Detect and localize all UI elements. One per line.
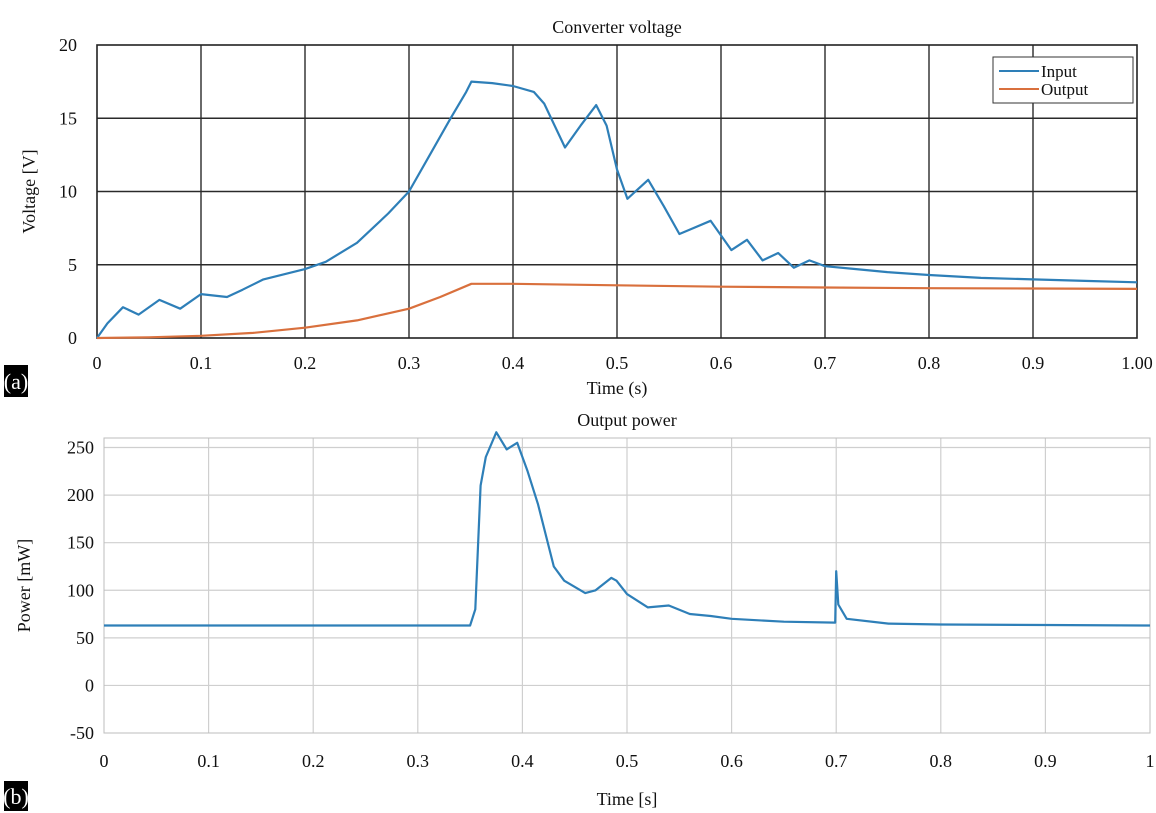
series-line-input <box>96 80 1138 339</box>
chart-output-power: 0 0.1 0.2 0.3 0.4 0.5 0.6 0.7 0.8 0.9 1 -50 0 50 100 15… <box>14 410 1155 809</box>
x-axis-label: Time [s] <box>597 789 658 809</box>
y-axis-label: Voltage [V] <box>19 149 39 233</box>
x-tick-label: 1.00 <box>1121 353 1153 373</box>
x-tick-label: 0.2 <box>294 353 317 373</box>
y-tick-label: -50 <box>70 723 94 743</box>
legend-box <box>992 56 1134 104</box>
legend-label-output: Output <box>1041 80 1089 99</box>
chart-title: Converter voltage <box>552 17 681 37</box>
y-tick-label: 20 <box>59 35 77 55</box>
x-tick-label: 0.1 <box>190 353 213 373</box>
x-tick-label: 0.8 <box>918 353 941 373</box>
x-tick-label: 0.3 <box>407 751 430 771</box>
legend-label-input: Input <box>1041 62 1077 81</box>
y-tick-label: 50 <box>76 628 94 648</box>
x-tick-label: 0.1 <box>197 751 220 771</box>
y-axis-label: Power [mW] <box>14 539 34 632</box>
x-tick-label: 0.6 <box>720 751 743 771</box>
x-axis-label: Time (s) <box>587 378 648 399</box>
x-tick-label: 0.3 <box>398 353 421 373</box>
y-tick-label: 0 <box>85 675 94 695</box>
series-line-power <box>104 431 1151 627</box>
plot-frame <box>96 44 1138 339</box>
panel-label-a-text: (a) <box>4 369 28 394</box>
x-tick-label: 0.9 <box>1034 751 1057 771</box>
x-tick-label: 0.6 <box>710 353 733 373</box>
y-tick-label: 10 <box>59 182 77 202</box>
x-tick-label: 1 <box>1146 751 1155 771</box>
y-tick-label: 250 <box>67 438 94 458</box>
x-tick-label: 0.8 <box>930 751 953 771</box>
panel-label-a: (a) <box>4 365 28 397</box>
panel-label-b: (b) <box>3 781 29 811</box>
x-tick-label: 0.7 <box>825 751 848 771</box>
x-tick-label: 0.2 <box>302 751 325 771</box>
x-tick-label: 0 <box>93 353 102 373</box>
x-tick-label: 0.4 <box>511 751 534 771</box>
y-tick-label: 5 <box>68 255 77 275</box>
y-tick-label: 200 <box>67 485 94 505</box>
chart-converter-voltage: 0 0.1 0.2 0.3 0.4 0.5 0.6 0.7 0.8 0.9 1.00 0 5 10 15 20… <box>19 17 1153 399</box>
chart-title: Output power <box>577 410 676 430</box>
y-tick-label: 0 <box>68 328 77 348</box>
x-tick-label: 0.4 <box>502 353 525 373</box>
x-tick-label: 0.5 <box>606 353 629 373</box>
y-tick-label: 150 <box>67 533 94 553</box>
plot-frame <box>103 437 1151 734</box>
series-line-output <box>96 282 1138 340</box>
x-tick-label: 0 <box>100 751 109 771</box>
x-tick-label: 0.9 <box>1022 353 1045 373</box>
y-tick-label: 100 <box>67 580 94 600</box>
x-tick-label: 0.7 <box>814 353 837 373</box>
panel-label-b-text: (b) <box>3 784 29 809</box>
x-tick-label: 0.5 <box>616 751 639 771</box>
y-tick-label: 15 <box>59 108 77 128</box>
